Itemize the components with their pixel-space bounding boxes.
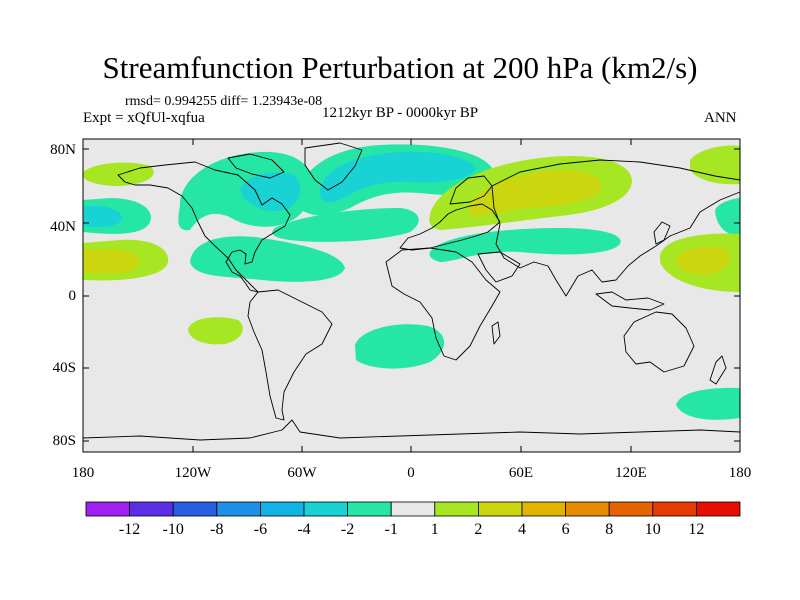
coastline-new-zealand (709, 355, 727, 385)
coastline-japan (653, 221, 671, 245)
coastline-arctic-islands (227, 153, 285, 179)
contour-pos-core-ne-pacific (83, 249, 140, 274)
lat-tick-label: 0 (69, 288, 77, 304)
colorbar-label: -8 (210, 521, 223, 538)
lon-tick-label: 120W (175, 465, 213, 481)
contour-neg-core-w-pacific (83, 206, 122, 228)
colorbar-labels: -12 -10 -8 -6 -4 -2 -1 1 2 4 6 8 10 12 (119, 521, 704, 538)
contour-pos-arctic-left (83, 162, 154, 186)
colorbar-swatch (303, 501, 348, 517)
contour-neg-arabia (429, 228, 621, 262)
colorbar-swatch (390, 501, 436, 517)
lon-tick-label: 60E (509, 465, 533, 481)
contour-neg-s-atlantic (355, 324, 445, 369)
coastline-arabia (477, 251, 521, 283)
contour-pos-arctic-right (690, 145, 740, 185)
colorbar-label: -4 (297, 521, 310, 538)
colorbar-swatch (347, 501, 392, 517)
contour-neg-arctic-right (715, 198, 740, 236)
colorbar-swatch (216, 501, 261, 517)
contour-neg-gulf (190, 236, 345, 282)
contour-neg-core-atlantic (319, 151, 476, 203)
lon-tick-label: 180 (729, 465, 752, 481)
contour-pos-s-pacific (188, 317, 243, 345)
colorbar-label: 8 (605, 521, 613, 538)
coastline-indonesia (595, 291, 665, 311)
period-label: 1212kyr BP - 0000kyr BP (322, 105, 479, 121)
colorbar-swatch (434, 501, 479, 517)
colorbar-swatch (608, 501, 654, 517)
lon-tick-label: 180 (72, 465, 95, 481)
colorbar-label: 12 (688, 521, 704, 538)
lat-tick-label: 80S (53, 433, 76, 449)
colorbar-swatch (696, 501, 741, 517)
contour-neg-s-pacific (676, 387, 740, 420)
coastline-africa (385, 247, 501, 361)
axis-ticks (82, 139, 741, 452)
contour-neg-midlat-atlantic (272, 208, 419, 242)
colorbar-label: 4 (518, 521, 526, 538)
chart-title: Streamfunction Perturbation at 200 hPa (… (102, 50, 698, 85)
colorbar-swatch (172, 501, 218, 517)
colorbar-swatch (565, 501, 610, 517)
colorbar-label: -6 (254, 521, 267, 538)
colorbar-swatch (259, 501, 305, 517)
colorbar-swatch (129, 501, 174, 517)
lat-tick-label: 80N (50, 142, 76, 158)
coastline-greenland (304, 142, 363, 191)
coastlines (82, 142, 741, 441)
colorbar-label: -2 (341, 521, 354, 538)
colorbar-label: -1 (385, 521, 398, 538)
contour-pos-core-nw-pacific (676, 246, 730, 275)
coastline-madagascar (491, 321, 501, 345)
season-label: ANN (704, 110, 737, 126)
coastline-north-america (117, 161, 291, 293)
contour-fills (83, 144, 740, 420)
coastline-australia (623, 311, 695, 373)
colorbar-swatch (652, 501, 697, 517)
experiment-label: Expt = xQfUl-xqfua (83, 110, 205, 126)
colorbar-swatch (521, 501, 566, 517)
coastline-south-america (247, 289, 333, 421)
colorbar-label: 10 (645, 521, 661, 538)
colorbar-label: 1 (431, 521, 439, 538)
lat-tick-label: 40N (50, 219, 76, 235)
colorbar-label: 6 (562, 521, 570, 538)
coastline-scandinavia (449, 175, 493, 205)
lon-tick-label: 120E (615, 465, 647, 481)
coastline-europe (399, 203, 501, 251)
lat-tick-label: 40S (53, 360, 76, 376)
colorbar-label: -10 (163, 521, 184, 538)
colorbar (85, 501, 741, 517)
lon-tick-label: 60W (287, 465, 317, 481)
colorbar-swatch (477, 501, 523, 517)
stats-label: rmsd= 0.994255 diff= 1.23943e-08 (125, 94, 323, 109)
contour-neg-core-america (240, 172, 301, 211)
coastline-antarctica (82, 419, 741, 441)
coastline-asia (491, 159, 741, 297)
colorbar-label: -12 (119, 521, 140, 538)
lon-tick-label: 0 (407, 465, 415, 481)
colorbar-swatch (85, 501, 130, 517)
contour-pos-core-eurasia (468, 170, 601, 216)
colorbar-label: 2 (474, 521, 482, 538)
